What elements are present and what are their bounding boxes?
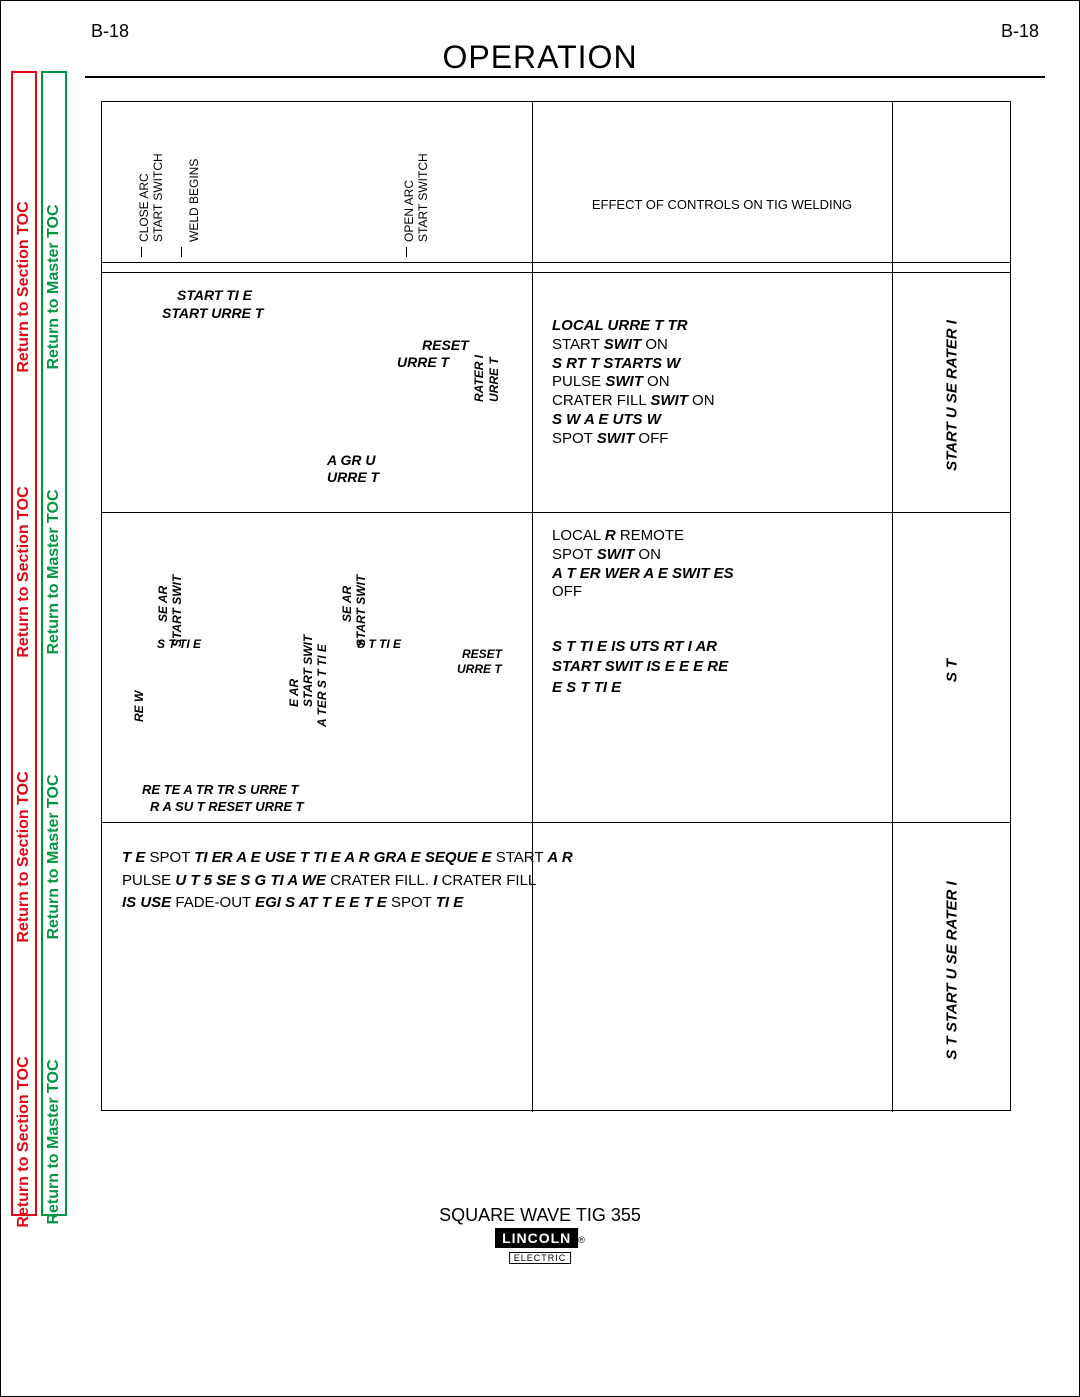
close-arc-label: SE AR: [340, 586, 354, 622]
tick: [181, 247, 182, 257]
row3-text: T E SPOT TI ER A E USE T TI E A R GRA E …: [122, 847, 882, 915]
effect-heading: EFFECT OF CONTROLS ON TIG WELDING: [562, 197, 882, 213]
row1-side: START U SE RATER I: [892, 272, 1012, 512]
row2-side-label: S T: [944, 659, 961, 682]
frame-divider: [102, 272, 1010, 273]
page-number-right: B-18: [1001, 21, 1039, 42]
open-arc-label: E AR: [287, 679, 301, 707]
row1-side-label: START U SE RATER I: [944, 320, 961, 471]
close-arc-label: CLOSE ARC: [137, 173, 151, 242]
open-arc-label: OPEN ARC: [402, 180, 416, 242]
frame-divider: [102, 512, 1010, 513]
spot-time-label: S T TI E: [157, 637, 201, 652]
release-label: RE W: [132, 691, 146, 722]
row2-settings: LOCAL R REMOTE SPOT SWIT ON A T ER WER A…: [552, 527, 734, 602]
section-toc-link[interactable]: Return to Section TOC: [15, 201, 33, 372]
tick: [141, 247, 142, 257]
master-toc-link[interactable]: Return to Master TOC: [45, 1059, 63, 1224]
current-label: URRE T: [457, 662, 502, 677]
row1-settings: LOCAL URRE T TR START SWIT ON S RT T STA…: [552, 317, 715, 448]
master-toc-link[interactable]: Return to Master TOC: [45, 489, 63, 654]
section-toc-link[interactable]: Return to Section TOC: [15, 771, 33, 942]
weld-begins-label: WELD BEGINS: [187, 159, 201, 242]
logo-bottom: ELECTRIC: [509, 1252, 572, 1264]
start-current-label: START URRE T: [162, 305, 263, 323]
tick: [406, 247, 407, 257]
header-rule: [85, 76, 1045, 78]
current-label: URRE T: [487, 357, 501, 402]
row2-bottom1: RE TE A TR TR S URRE T: [142, 782, 298, 798]
frame-divider: [102, 822, 1010, 823]
row2-note: S T TI E IS UTS RT I AR START SWIT IS E …: [552, 637, 728, 698]
reset-label: RESET: [422, 337, 469, 355]
row3-side: S T START U SE RATER I: [892, 822, 1012, 1112]
registered-icon: ®: [578, 1235, 585, 1245]
section-toc-link[interactable]: Return to Section TOC: [15, 1056, 33, 1227]
page: Return to Section TOC Return to Section …: [0, 0, 1080, 1397]
row2-bottom2: R A SU T RESET URRE T: [150, 799, 304, 815]
close-arc-label: SE AR: [156, 586, 170, 622]
current-label: URRE T: [327, 469, 379, 487]
start-switch-label: START SWITCH: [151, 153, 165, 242]
frame-divider: [532, 102, 533, 1112]
master-toc-link[interactable]: Return to Master TOC: [45, 204, 63, 369]
start-swit-label: START SWIT: [301, 635, 315, 707]
section-toc-link[interactable]: Return to Section TOC: [15, 486, 33, 657]
lincoln-logo: LINCOLN® ELECTRIC: [495, 1230, 585, 1266]
after-spot-label: A TER S T TI E: [315, 644, 329, 727]
product-name: SQUARE WAVE TIG 355: [439, 1205, 641, 1226]
section-toc-rail[interactable]: Return to Section TOC Return to Section …: [11, 71, 37, 1216]
diagram-frame: CLOSE ARC START SWITCH WELD BEGINS OPEN …: [101, 101, 1011, 1111]
crater-label: RATER I: [472, 355, 486, 402]
frame-divider: [102, 262, 1010, 263]
row2-side: S T: [892, 512, 1012, 822]
current-label: URRE T: [397, 354, 449, 372]
reset-label: RESET: [462, 647, 502, 662]
row3-side-label: S T START U SE RATER I: [944, 881, 961, 1059]
master-toc-rail[interactable]: Return to Master TOC Return to Master TO…: [41, 71, 67, 1216]
start-time-label: START TI E: [177, 287, 252, 305]
background-label: A GR U: [327, 452, 375, 470]
start-switch-label: START SWITCH: [416, 153, 430, 242]
spot-time-label: S T TI E: [357, 637, 401, 652]
page-number-left: B-18: [91, 21, 129, 42]
logo-top: LINCOLN: [495, 1228, 578, 1248]
master-toc-link[interactable]: Return to Master TOC: [45, 774, 63, 939]
page-title: OPERATION: [442, 39, 637, 76]
